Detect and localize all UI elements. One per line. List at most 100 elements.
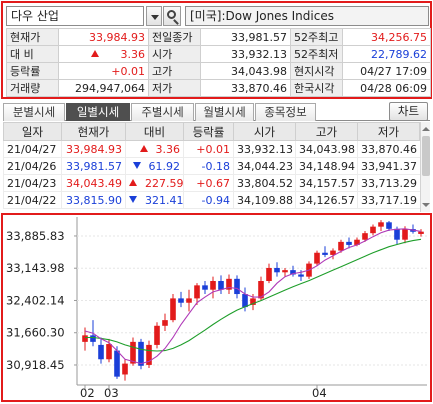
- symbol-dropdown-button[interactable]: [146, 6, 162, 26]
- cell-text: -0.94: [201, 193, 230, 207]
- symbol-search-bar: 다우 산업 [미국]:Dow Jones Indices: [6, 6, 429, 26]
- table-row[interactable]: 21/04/26 33,981.57 61.92 -0.18 34,044.23 34,1…: [3, 157, 420, 175]
- cell-rate: +0.01: [183, 140, 234, 158]
- candle-body: [346, 241, 352, 245]
- cell-change: 3.36: [125, 140, 184, 158]
- cell-text: 33,804.52: [237, 176, 293, 190]
- quote-tabs: 분별시세 일별시세 주별시세 월별시세 종목정보: [3, 103, 430, 121]
- up-arrow-icon: [129, 179, 137, 186]
- cell-text: 61.92: [148, 159, 181, 173]
- candle-body: [250, 298, 256, 305]
- index-full-name: [미국]:Dow Jones Indices: [185, 6, 429, 26]
- cell-rate: +0.67: [183, 174, 234, 192]
- candle-body: [146, 344, 152, 365]
- summary-value-text: 33,981.57: [231, 30, 287, 44]
- cell-low: 33,870.46: [357, 140, 420, 158]
- cell-text: 33,815.90: [66, 193, 122, 207]
- scroll-up-icon[interactable]: [422, 124, 430, 134]
- column-header[interactable]: 저가: [357, 122, 420, 141]
- cell-date: 21/04/22: [3, 191, 62, 209]
- summary-value: 33,932.13: [200, 45, 291, 63]
- tab-4[interactable]: 종목정보: [255, 103, 316, 121]
- cell-close: 33,981.57: [61, 157, 126, 175]
- cell-rate: -0.18: [183, 157, 234, 175]
- candle-body: [186, 298, 192, 303]
- y-tick-label: 31,660.30: [6, 326, 65, 340]
- x-tick-label: 04: [312, 386, 327, 400]
- candle-body: [314, 252, 320, 264]
- summary-value-text: 33,870.46: [231, 81, 287, 95]
- tab-2[interactable]: 주별시세: [131, 103, 194, 121]
- tab-3[interactable]: 월별시세: [195, 103, 254, 121]
- cell-text: 33,981.57: [66, 159, 122, 173]
- column-header[interactable]: 현재가: [61, 122, 126, 141]
- candle-body: [82, 335, 88, 342]
- summary-label: 52주최고: [290, 28, 343, 46]
- cell-text: 21/04/23: [7, 176, 57, 190]
- candle-body: [282, 270, 288, 273]
- candle-body: [338, 241, 344, 251]
- daily-table-scrollbar[interactable]: [420, 122, 430, 212]
- chart-button[interactable]: 차트: [389, 102, 428, 121]
- symbol-search-input[interactable]: 다우 산업: [6, 6, 144, 26]
- cell-text: 33,717.19: [361, 193, 417, 207]
- summary-label: 등락률: [6, 62, 59, 80]
- column-header[interactable]: 고가: [295, 122, 358, 141]
- candle-body: [154, 325, 160, 345]
- cell-close: 33,984.93: [61, 140, 126, 158]
- candle-body: [266, 267, 272, 281]
- table-row[interactable]: 21/04/27 33,984.93 3.36 +0.01 33,932.13 34,04…: [3, 140, 420, 158]
- cell-text: 34,043.49: [66, 176, 122, 190]
- column-header[interactable]: 등락률: [183, 122, 234, 141]
- candle-body: [258, 281, 264, 299]
- index-summary-panel: 다우 산업 [미국]:Dow Jones Indices 현재가 33,984.9…: [1, 1, 432, 99]
- scroll-down-icon[interactable]: [422, 200, 430, 210]
- candle-body: [210, 281, 216, 290]
- candle-body: [290, 270, 296, 275]
- cell-text: 34,044.23: [237, 159, 293, 173]
- cell-open: 34,109.88: [233, 191, 296, 209]
- cell-text: 21/04/26: [7, 159, 57, 173]
- table-row[interactable]: 21/04/23 34,043.49 227.59 +0.67 33,804.52 34,…: [3, 174, 420, 192]
- cell-text: 34,043.98: [299, 142, 355, 156]
- cell-text: 33,713.29: [361, 176, 417, 190]
- candle-body: [178, 298, 184, 303]
- cell-text: 33,941.37: [361, 159, 417, 173]
- summary-value: 34,043.98: [200, 62, 291, 80]
- cell-open: 34,044.23: [233, 157, 296, 175]
- cell-text: +0.67: [196, 176, 230, 190]
- candle-body: [274, 267, 280, 273]
- summary-value-text: 34,043.98: [231, 64, 287, 78]
- candle-body: [418, 231, 424, 234]
- summary-value: 33,984.93: [58, 28, 149, 46]
- price-chart-panel: 33,885.83 33,143.98 32,402.14 31,660.30 30,9…: [1, 213, 432, 402]
- daily-price-panel: 일자 현재가 대비 등락률 시가 고가 저가 21/04/27 33,984.93 3.36 +0…: [3, 122, 430, 212]
- cell-open: 33,804.52: [233, 174, 296, 192]
- cell-high: 34,126.57: [295, 191, 358, 209]
- cell-high: 34,043.98: [295, 140, 358, 158]
- cell-open: 33,932.13: [233, 140, 296, 158]
- cell-change: 227.59: [125, 174, 184, 192]
- tab-1[interactable]: 일별시세: [66, 103, 130, 121]
- summary-value-text: 33,984.93: [89, 30, 145, 44]
- cell-text: 227.59: [145, 176, 184, 190]
- column-header[interactable]: 대비: [125, 122, 184, 141]
- search-button[interactable]: [163, 6, 181, 26]
- scrollbar-thumb[interactable]: [422, 136, 430, 176]
- up-arrow-icon: [90, 50, 99, 57]
- y-tick-label: 30,918.45: [6, 358, 65, 372]
- table-row[interactable]: 21/04/22 33,815.90 321.41 -0.94 34,109.88 34,…: [3, 191, 420, 209]
- x-tick-label: 03: [104, 386, 119, 400]
- summary-label: 고가: [148, 62, 201, 80]
- moving-average-short: [84, 228, 422, 365]
- column-header[interactable]: 일자: [3, 122, 62, 141]
- cell-date: 21/04/23: [3, 174, 62, 192]
- candle-body: [394, 228, 400, 240]
- candle-body: [98, 344, 104, 360]
- candle-body: [354, 239, 360, 245]
- candle-body: [194, 285, 200, 299]
- column-header[interactable]: 시가: [233, 122, 296, 141]
- cell-text: +0.01: [196, 142, 230, 156]
- tab-0[interactable]: 분별시세: [3, 103, 65, 121]
- candle-body: [114, 350, 120, 377]
